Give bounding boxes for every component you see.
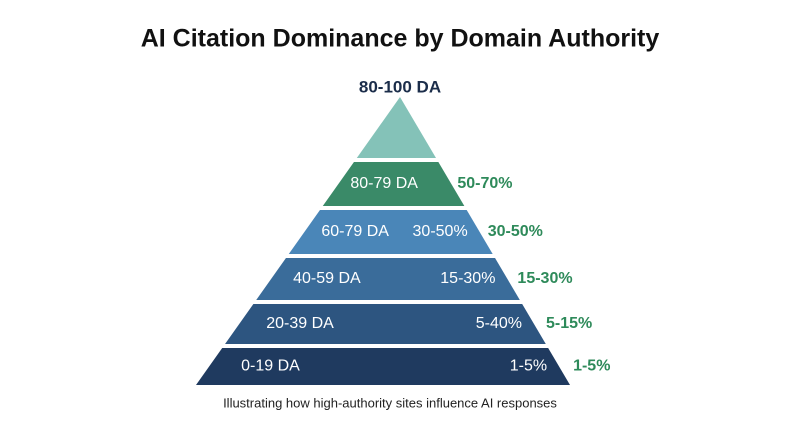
pyramid-tier xyxy=(322,162,465,206)
tier-inner-value: 1-5% xyxy=(510,358,547,375)
caption: Illustrating how high-authority sites in… xyxy=(223,395,557,410)
tier-inner-value: 5-40% xyxy=(476,315,522,332)
pyramid-tier xyxy=(196,348,570,385)
tier-outer-value: 15-30% xyxy=(517,270,572,287)
apex-label: 80-100 DA xyxy=(359,77,441,96)
tier-outer-value: 30-50% xyxy=(488,223,543,240)
pyramid-tier xyxy=(288,210,493,254)
tier-label: 80-79 DA xyxy=(350,175,418,192)
pyramid-tier xyxy=(225,304,546,344)
tier-outer-value: 1-5% xyxy=(573,358,610,375)
tier-label: 0-19 DA xyxy=(241,358,300,375)
tier-inner-value: 15-30% xyxy=(440,270,495,287)
tier-outer-value: 50-70% xyxy=(457,175,512,192)
tier-label: 20-39 DA xyxy=(266,315,334,332)
tier-label: 60-79 DA xyxy=(321,223,389,240)
pyramid-tier xyxy=(256,258,520,300)
title: AI Citation Dominance by Domain Authorit… xyxy=(141,25,660,53)
apex-tier xyxy=(356,97,437,158)
tier-label: 40-59 DA xyxy=(293,270,361,287)
tier-inner-value: 30-50% xyxy=(413,223,468,240)
tier-outer-value: 5-15% xyxy=(546,315,592,332)
